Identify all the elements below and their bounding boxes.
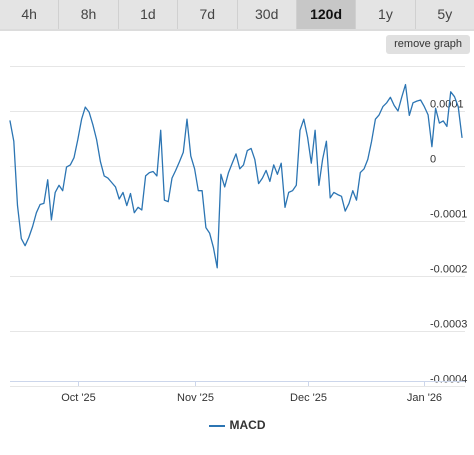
tab-7d[interactable]: 7d <box>178 0 238 29</box>
y-tick-label: 0.0001 <box>430 99 464 111</box>
axes: -0.0004 -0.0003 -0.0002 -0.0001 0 0.0001 Oct '… <box>10 99 467 404</box>
series-layer <box>9 83 463 269</box>
x-tick-label: Oct '25 <box>61 392 96 404</box>
y-tick-label: -0.0004 <box>430 374 467 386</box>
y-tick-label: -0.0003 <box>430 319 467 331</box>
tab-120d[interactable]: 120d <box>296 0 357 29</box>
x-tick-label: Dec '25 <box>290 392 327 404</box>
tab-8h[interactable]: 8h <box>59 0 119 29</box>
tab-1d[interactable]: 1d <box>118 0 179 29</box>
x-tick-label: Jan '26 <box>407 392 442 404</box>
y-tick-label: -0.0001 <box>430 209 467 221</box>
legend-label-macd: MACD <box>229 418 266 432</box>
x-tick-label: Nov '25 <box>177 392 214 404</box>
y-tick-label: -0.0002 <box>430 264 467 276</box>
tab-30d[interactable]: 30d <box>237 0 297 29</box>
tab-5y[interactable]: 5y <box>415 0 474 29</box>
grid-lines <box>10 66 465 387</box>
macd-chart: -0.0004 -0.0003 -0.0002 -0.0001 0 0.0001 Oct '… <box>9 66 467 404</box>
tab-1y[interactable]: 1y <box>356 0 416 29</box>
remove-graph-button[interactable]: remove graph <box>386 35 470 54</box>
y-tick-label: 0 <box>430 154 436 166</box>
legend-swatch-macd <box>208 424 225 427</box>
chart-legend[interactable]: MACD <box>0 418 474 432</box>
series-line-macd[interactable] <box>9 83 463 269</box>
tab-4h[interactable]: 4h <box>0 0 60 29</box>
range-tabs: 4h 8h 1d 7d 30d 120d 1y 5y <box>0 0 474 31</box>
